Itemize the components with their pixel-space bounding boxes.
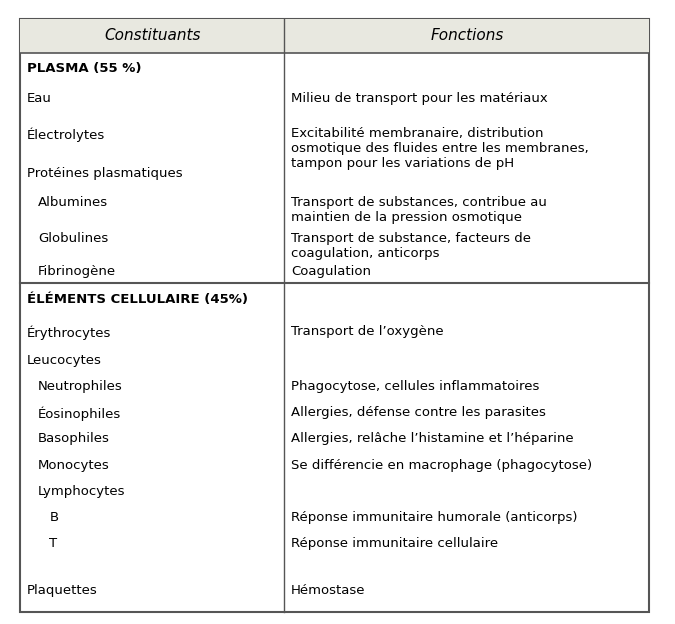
Text: Fibrinogène: Fibrinogène — [38, 265, 116, 278]
Text: Basophiles: Basophiles — [38, 432, 110, 446]
Text: Phagocytose, cellules inflammatoires: Phagocytose, cellules inflammatoires — [291, 380, 539, 393]
Text: Excitabilité membranaire, distribution
osmotique des fluides entre les membranes: Excitabilité membranaire, distribution o… — [291, 127, 589, 170]
Text: Lymphocytes: Lymphocytes — [38, 485, 126, 498]
Text: Globulines: Globulines — [38, 232, 109, 245]
Text: Coagulation: Coagulation — [291, 265, 371, 278]
Text: Transport de substances, contribue au
maintien de la pression osmotique: Transport de substances, contribue au ma… — [291, 196, 547, 224]
Text: Hémostase: Hémostase — [291, 584, 366, 597]
Bar — [20, 19, 649, 53]
Text: Érythrocytes: Érythrocytes — [27, 325, 111, 339]
Text: Milieu de transport pour les matériaux: Milieu de transport pour les matériaux — [291, 92, 548, 105]
Text: Électrolytes: Électrolytes — [27, 127, 105, 142]
Text: Eau: Eau — [27, 92, 52, 105]
Text: Transport de l’oxygène: Transport de l’oxygène — [291, 325, 443, 338]
Text: Réponse immunitaire humorale (anticorps): Réponse immunitaire humorale (anticorps) — [291, 511, 578, 524]
Text: T: T — [49, 537, 57, 550]
Text: Constituants: Constituants — [104, 28, 200, 44]
Text: PLASMA (55 %): PLASMA (55 %) — [27, 62, 141, 75]
Text: Protéines plasmatiques: Protéines plasmatiques — [27, 167, 182, 180]
Text: Se différencie en macrophage (phagocytose): Se différencie en macrophage (phagocytos… — [291, 459, 592, 472]
Text: ÉLÉMENTS CELLULAIRE (45%): ÉLÉMENTS CELLULAIRE (45%) — [27, 293, 248, 306]
Text: Fonctions: Fonctions — [430, 28, 504, 44]
Text: Leucocytes: Leucocytes — [27, 354, 102, 367]
Text: Plaquettes: Plaquettes — [27, 584, 97, 597]
Text: Réponse immunitaire cellulaire: Réponse immunitaire cellulaire — [291, 537, 498, 550]
Text: Monocytes: Monocytes — [38, 459, 110, 472]
Text: B: B — [49, 511, 59, 524]
Text: Allergies, défense contre les parasites: Allergies, défense contre les parasites — [291, 406, 546, 419]
Text: Transport de substance, facteurs de
coagulation, anticorps: Transport de substance, facteurs de coag… — [291, 232, 531, 260]
Text: Éosinophiles: Éosinophiles — [38, 406, 122, 421]
Text: Albumines: Albumines — [38, 196, 108, 209]
Text: Neutrophiles: Neutrophiles — [38, 380, 123, 393]
Text: Allergies, relâche l’histamine et l’héparine: Allergies, relâche l’histamine et l’hépa… — [291, 432, 574, 446]
